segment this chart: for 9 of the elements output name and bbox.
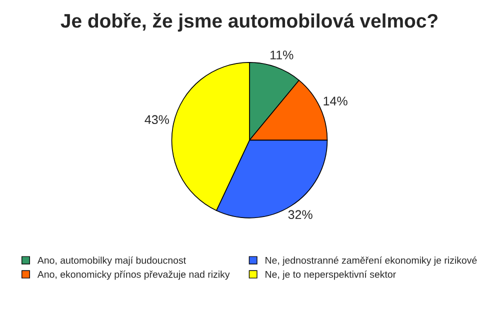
data-label: 14% (324, 96, 348, 106)
legend-label: Ano, automobilky mají budoucnost (37, 256, 186, 266)
data-label: 32% (288, 210, 312, 220)
data-label: 43% (144, 115, 170, 124)
data-label: 11% (270, 50, 294, 60)
legend-label: Ano, ekonomicky přínos převažuje nad riziky (37, 270, 230, 280)
chart-title: Je dobře, že jsme automobilová velmoc? (60, 13, 438, 32)
legend-label: Ne, je to neperspektivní sektor (266, 270, 396, 280)
legend-label: Ne, jednostranné zaměření ekonomiky je rizikové (266, 256, 477, 266)
